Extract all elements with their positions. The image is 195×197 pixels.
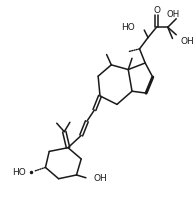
Text: HO: HO [121, 23, 135, 32]
Text: O: O [154, 6, 161, 15]
Text: HO: HO [12, 168, 26, 177]
Text: OH: OH [167, 9, 180, 19]
Text: OH: OH [181, 37, 195, 46]
Text: OH: OH [93, 174, 107, 183]
